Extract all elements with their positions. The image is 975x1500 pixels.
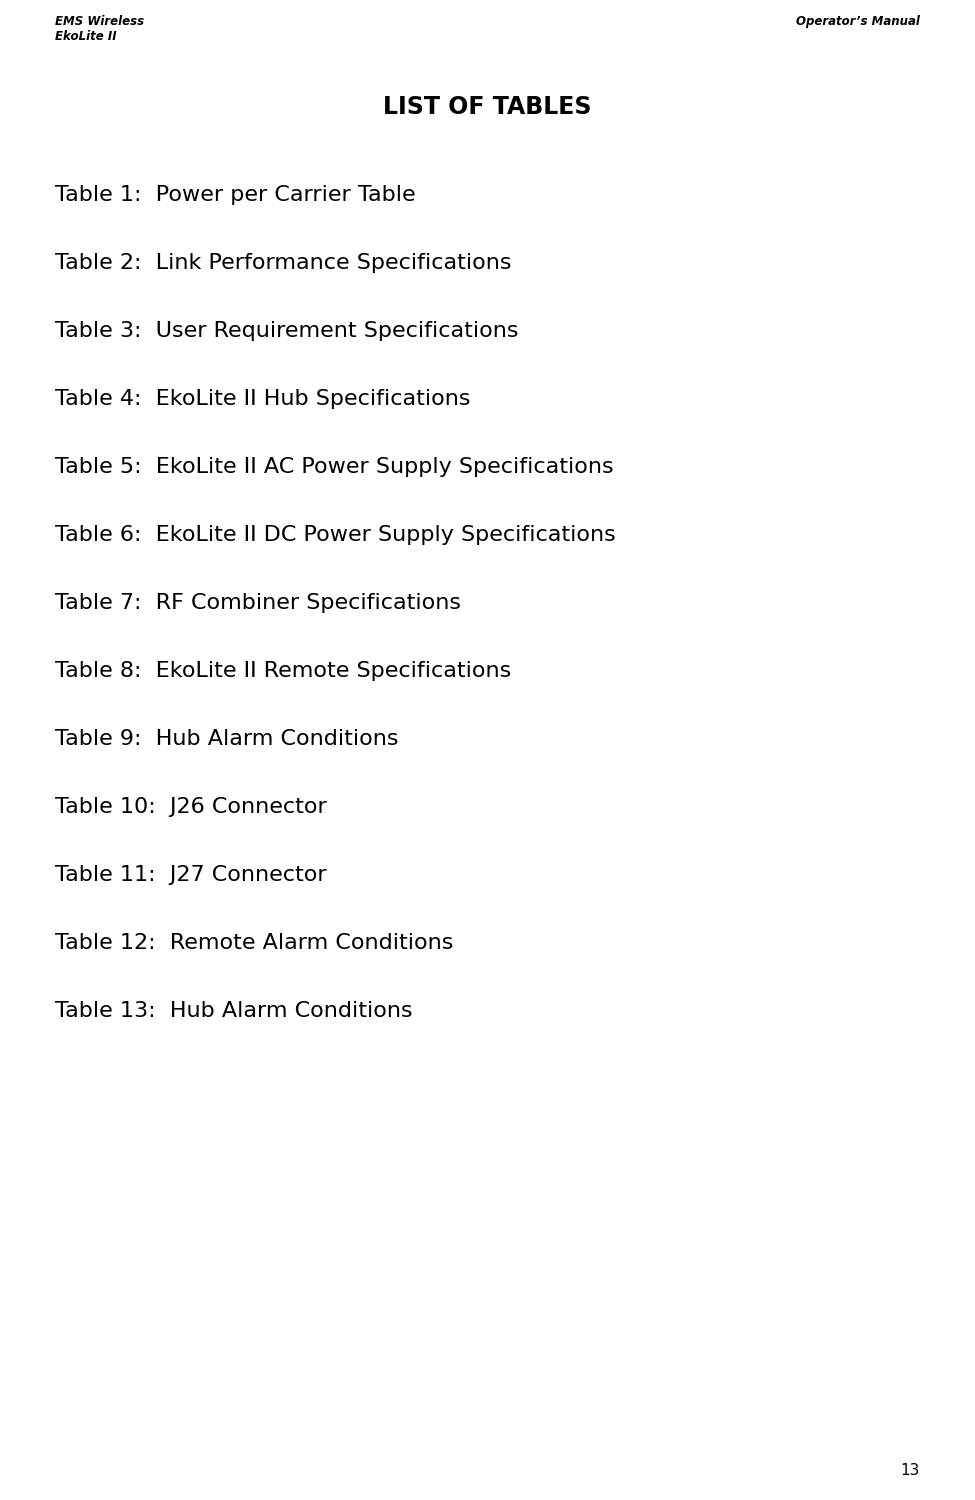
Text: Operator’s Manual: Operator’s Manual	[797, 15, 920, 28]
Text: Table 1:  Power per Carrier Table: Table 1: Power per Carrier Table	[55, 184, 415, 206]
Text: Table 9:  Hub Alarm Conditions: Table 9: Hub Alarm Conditions	[55, 729, 399, 748]
Text: Table 5:  EkoLite II AC Power Supply Specifications: Table 5: EkoLite II AC Power Supply Spec…	[55, 458, 613, 477]
Text: LIST OF TABLES: LIST OF TABLES	[383, 94, 591, 118]
Text: 13: 13	[901, 1462, 920, 1478]
Text: Table 7:  RF Combiner Specifications: Table 7: RF Combiner Specifications	[55, 592, 461, 613]
Text: Table 2:  Link Performance Specifications: Table 2: Link Performance Specifications	[55, 254, 512, 273]
Text: Table 3:  User Requirement Specifications: Table 3: User Requirement Specifications	[55, 321, 519, 340]
Text: Table 6:  EkoLite II DC Power Supply Specifications: Table 6: EkoLite II DC Power Supply Spec…	[55, 525, 616, 544]
Text: Table 11:  J27 Connector: Table 11: J27 Connector	[55, 865, 327, 885]
Text: Table 12:  Remote Alarm Conditions: Table 12: Remote Alarm Conditions	[55, 933, 453, 952]
Text: Table 13:  Hub Alarm Conditions: Table 13: Hub Alarm Conditions	[55, 1000, 412, 1022]
Text: Table 10:  J26 Connector: Table 10: J26 Connector	[55, 796, 327, 818]
Text: Table 8:  EkoLite II Remote Specifications: Table 8: EkoLite II Remote Specification…	[55, 662, 511, 681]
Text: EkoLite II: EkoLite II	[55, 30, 117, 44]
Text: Table 4:  EkoLite II Hub Specifications: Table 4: EkoLite II Hub Specifications	[55, 388, 471, 410]
Text: EMS Wireless: EMS Wireless	[55, 15, 144, 28]
